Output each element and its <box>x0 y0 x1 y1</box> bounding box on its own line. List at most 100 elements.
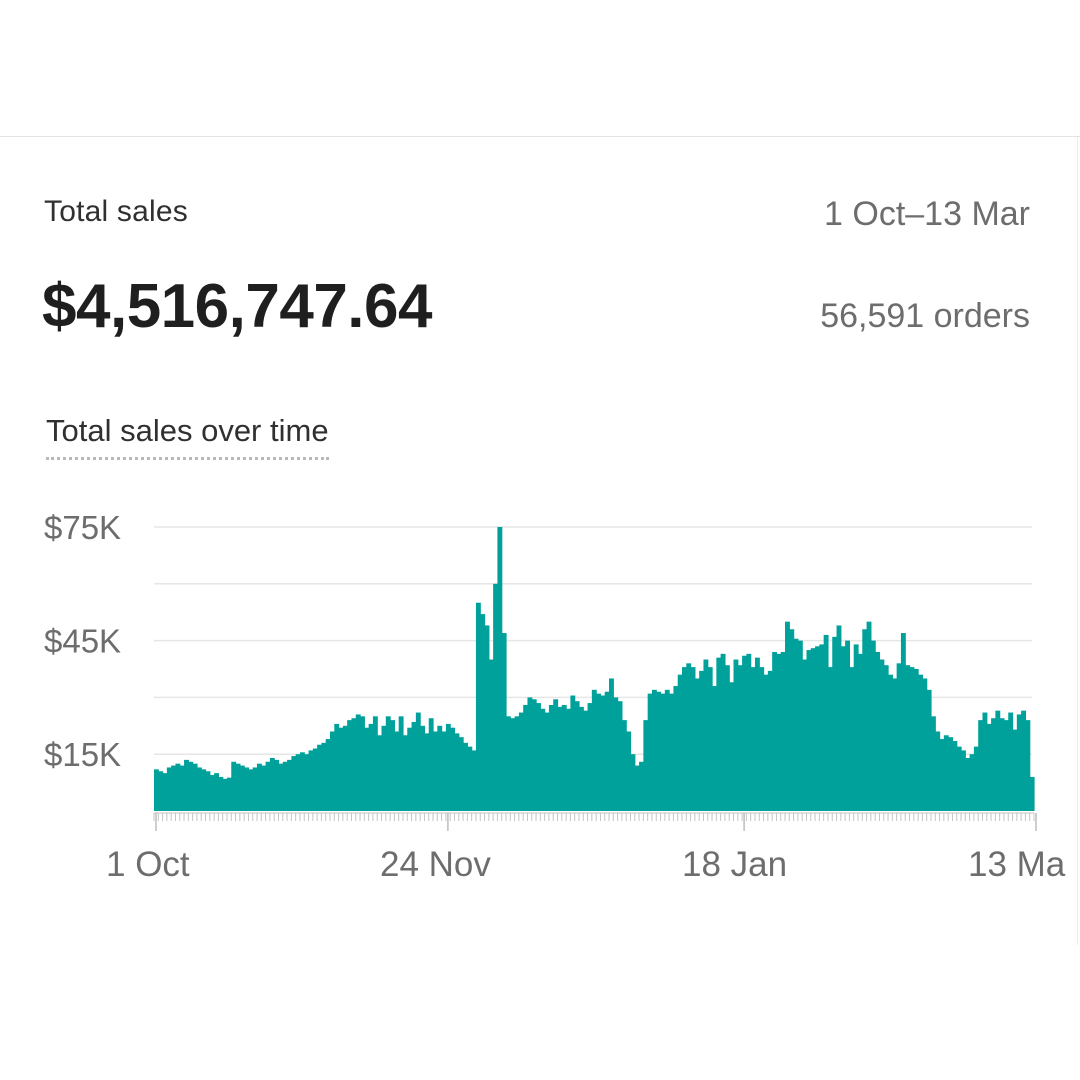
bar <box>677 674 683 811</box>
x-tick-label: 13 Ma <box>968 845 1066 884</box>
bar <box>355 714 361 811</box>
bar <box>875 651 881 811</box>
bar <box>321 742 327 811</box>
bar <box>162 773 168 811</box>
bar <box>1012 729 1018 811</box>
bar <box>776 653 782 811</box>
bar <box>587 703 593 811</box>
bar <box>634 765 640 811</box>
bar <box>287 759 292 811</box>
bar <box>299 752 305 811</box>
bar <box>609 678 614 811</box>
bar <box>793 638 799 811</box>
bar <box>948 737 954 811</box>
bar <box>274 759 280 811</box>
bar <box>604 691 610 811</box>
bar <box>548 704 554 811</box>
bar <box>510 718 516 811</box>
bar <box>694 678 700 811</box>
bar <box>643 720 649 811</box>
bar <box>836 625 842 811</box>
bar <box>239 765 245 811</box>
bar <box>218 776 224 811</box>
bar <box>939 739 945 811</box>
bar <box>651 689 657 811</box>
bar <box>291 756 297 811</box>
bar <box>986 723 992 811</box>
bar <box>420 725 426 811</box>
bar <box>1021 710 1027 811</box>
bar <box>360 716 365 811</box>
x-tick-labels: 1 Oct 24 Nov 18 Jan 13 Ma <box>106 845 1066 884</box>
bar <box>415 712 421 811</box>
bar <box>179 765 185 811</box>
bar <box>407 727 413 811</box>
bar <box>926 689 932 811</box>
bar <box>527 697 533 811</box>
bar <box>497 527 503 811</box>
bar <box>733 659 739 811</box>
bar <box>935 731 941 811</box>
bar <box>540 708 546 811</box>
bar <box>759 667 765 811</box>
bar <box>682 667 687 811</box>
total-sales-value: $4,516,747.64 <box>42 272 433 341</box>
bar <box>849 667 855 811</box>
bar <box>802 659 808 811</box>
bar <box>295 754 301 811</box>
bar <box>827 667 833 811</box>
bar <box>660 693 666 811</box>
bar <box>308 750 314 811</box>
y-tick-labels: $75K $45K $15K <box>44 509 121 773</box>
bar <box>441 731 447 811</box>
bar <box>720 653 726 811</box>
bar <box>888 674 893 811</box>
bar <box>317 744 323 811</box>
bar <box>978 720 984 811</box>
bar <box>1003 720 1009 811</box>
bar <box>866 621 872 811</box>
bar <box>214 773 219 811</box>
bar <box>484 625 490 811</box>
bar <box>269 757 275 811</box>
bar <box>982 712 988 811</box>
bar <box>570 695 576 811</box>
order-count: 56,591 orders <box>820 297 1030 335</box>
bar <box>965 757 971 811</box>
bar <box>188 761 194 811</box>
bar <box>617 701 623 811</box>
bar <box>390 720 395 811</box>
bar <box>918 674 923 811</box>
bars <box>154 527 1035 811</box>
bar <box>673 686 679 811</box>
bar <box>493 583 499 811</box>
bar <box>703 659 709 811</box>
bar <box>235 763 241 811</box>
bar <box>754 657 760 811</box>
bar <box>205 771 211 811</box>
bar <box>480 614 486 811</box>
bar <box>613 697 619 811</box>
bar <box>334 723 340 811</box>
bar <box>656 691 662 811</box>
bar <box>621 720 627 811</box>
bar <box>458 737 464 811</box>
bar <box>201 769 207 811</box>
bar <box>772 651 778 811</box>
bar <box>780 651 786 811</box>
bar <box>385 716 391 811</box>
bar <box>750 667 756 811</box>
bar <box>742 655 747 811</box>
bar <box>810 648 816 811</box>
bar <box>171 765 177 811</box>
bar <box>437 725 443 811</box>
bar <box>712 686 717 811</box>
bar <box>737 665 743 811</box>
bar <box>909 667 915 811</box>
bar <box>523 704 529 811</box>
chart-title-link[interactable]: Total sales over time <box>46 413 329 460</box>
bar <box>806 650 812 811</box>
bar <box>892 678 898 811</box>
bar <box>158 771 164 811</box>
